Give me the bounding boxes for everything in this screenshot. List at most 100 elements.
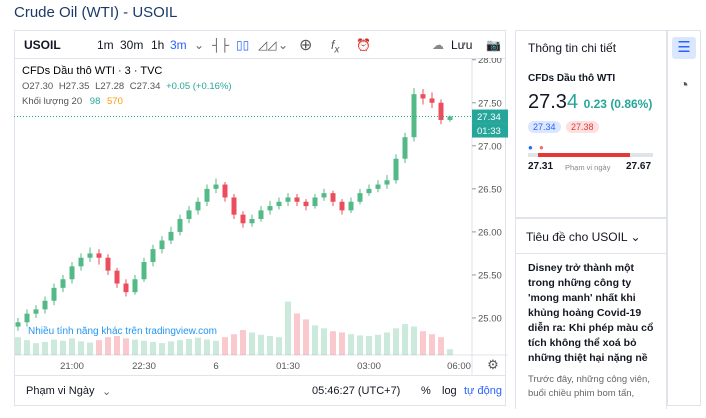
candle-icon[interactable]: ▯▯ (236, 38, 250, 52)
volume-bar (249, 332, 255, 355)
volume-bar (195, 337, 201, 355)
chart: ⚙ 25.00 25.50 26.00 26.50 27.00 27.50 28.00 21:… (14, 58, 508, 375)
x-tick-label: 6 (213, 361, 218, 372)
volume-bar (447, 349, 453, 355)
interval[interactable]: 1h (151, 38, 165, 52)
candle-body (375, 184, 381, 189)
volume-bar (15, 337, 21, 355)
candle-body (114, 270, 120, 284)
candle-body (69, 266, 75, 280)
news-heading[interactable]: Tiêu đề cho USOIL ⌄ (526, 230, 641, 244)
countdown: 01:33 (477, 126, 501, 137)
candle-body (420, 94, 426, 99)
volume-bar (303, 319, 309, 355)
volume-bar (258, 334, 264, 355)
range-button[interactable]: Phạm vi Ngày (26, 385, 95, 397)
volume-bar (420, 331, 426, 355)
volume-ma: 570 (107, 96, 123, 107)
volume-bar (141, 340, 147, 355)
range-high: 27.67 (626, 161, 652, 172)
volume-bar (357, 335, 363, 355)
ohlc-change: +0.05 (+0.16%) (166, 81, 232, 92)
volume-bar (42, 341, 48, 355)
volume-bar (375, 334, 381, 355)
x-tick-label: 21:00 (60, 361, 84, 372)
volume-bar (24, 340, 30, 355)
chart-type-icon[interactable]: ┤├ (212, 38, 230, 52)
interval[interactable]: 1m (97, 38, 114, 52)
dropdown-icon[interactable]: ⌄ (194, 38, 205, 52)
candle-body (312, 197, 318, 207)
clock-icon[interactable]: ◔ (679, 77, 689, 94)
details-heading: Thông tin chi tiết (528, 41, 617, 55)
fx-icon[interactable]: fx (331, 38, 340, 56)
price-change: 0.23 (0.86%) (583, 97, 653, 111)
last-price-label: 27.34 (477, 112, 501, 123)
candle-body (438, 102, 444, 120)
dropdown-icon[interactable]: ⌄ (278, 38, 289, 52)
candle-body (231, 197, 237, 215)
volume-bar (51, 339, 57, 355)
range-fill (538, 153, 630, 157)
watermark[interactable]: Nhiều tính năng khác trên tradingview.co… (28, 325, 217, 337)
candle-body (222, 184, 228, 198)
log-toggle[interactable]: log (442, 385, 457, 397)
ask: 27.38 (566, 121, 599, 133)
y-tick-label: 25.50 (478, 270, 502, 281)
candle-body (258, 210, 264, 219)
widget-frame (14, 30, 506, 406)
details-panel: Thông tin chi tiết CFDs Dầu thô WTI 27.3… (515, 30, 667, 218)
ohlc-legend: O27.30 H27.35 L27.28 C27.34 +0.05 (+0.16… (22, 81, 232, 92)
candle-body (384, 180, 390, 185)
candle-body (249, 218, 255, 224)
candle-body (42, 300, 48, 310)
volume-bar (177, 340, 183, 355)
alert-icon[interactable]: ⏰ (356, 38, 371, 52)
volume-bar (438, 337, 444, 355)
news-panel: Tiêu đề cho USOIL ⌄ Disney trở thành một… (515, 218, 667, 409)
percent-toggle[interactable]: % (421, 385, 431, 397)
volume-bar (339, 332, 345, 355)
news-heading-text[interactable]: Tiêu đề cho USOIL (526, 230, 628, 244)
candle-body (366, 188, 372, 194)
countdown-box (472, 123, 508, 138)
indicator-icon[interactable]: ⊕ (299, 37, 313, 54)
save-button[interactable]: Lưu (451, 38, 473, 52)
volume-bar (132, 339, 138, 355)
range-label: Phạm vi ngày (565, 163, 611, 172)
candle-body (240, 214, 246, 224)
volume-bar (78, 341, 84, 355)
candle-body (87, 253, 93, 258)
candle-body (51, 287, 57, 301)
news-headline[interactable]: Disney trở thành một trong những công ty… (528, 262, 654, 364)
volume-bar (393, 328, 399, 355)
camera-icon[interactable]: 📷 (486, 38, 501, 52)
volume-bar (60, 340, 66, 355)
separator (516, 253, 666, 254)
interval[interactable]: 30m (120, 38, 144, 52)
candle-body (105, 257, 111, 271)
toolbar: USOIL 1m 30m 1h 3m ⌄ ┤├ ▯▯ ◿◿ ⌄ ⊕ fx ⏰ ☁… (14, 30, 505, 59)
ohlc-h: H27.35 (59, 81, 90, 92)
area-icon[interactable]: ◿◿ (258, 38, 277, 52)
volume-bar (267, 335, 273, 355)
y-tick-label: 25.00 (478, 313, 502, 324)
candle-body (276, 201, 282, 207)
candle-body (123, 283, 129, 293)
volume-bar (87, 342, 93, 355)
interval[interactable]: 3m (170, 38, 187, 52)
details-icon[interactable]: ☰ (672, 37, 696, 59)
volume-bar (402, 324, 408, 355)
volume-bar (276, 337, 282, 355)
dropdown-icon[interactable]: ⌄ (102, 386, 112, 398)
symbol[interactable]: USOIL (24, 38, 61, 52)
volume-bar (348, 334, 354, 355)
candle-body (195, 201, 201, 211)
settings-icon[interactable]: ⚙ (487, 357, 499, 372)
details-name: CFDs Dầu thô WTI (528, 73, 616, 84)
volume-bar (186, 338, 192, 355)
auto-toggle[interactable]: tự động (464, 385, 502, 397)
cloud-icon[interactable]: ☁ (432, 38, 444, 52)
volume-bar (168, 341, 174, 355)
candle-body (330, 193, 336, 202)
